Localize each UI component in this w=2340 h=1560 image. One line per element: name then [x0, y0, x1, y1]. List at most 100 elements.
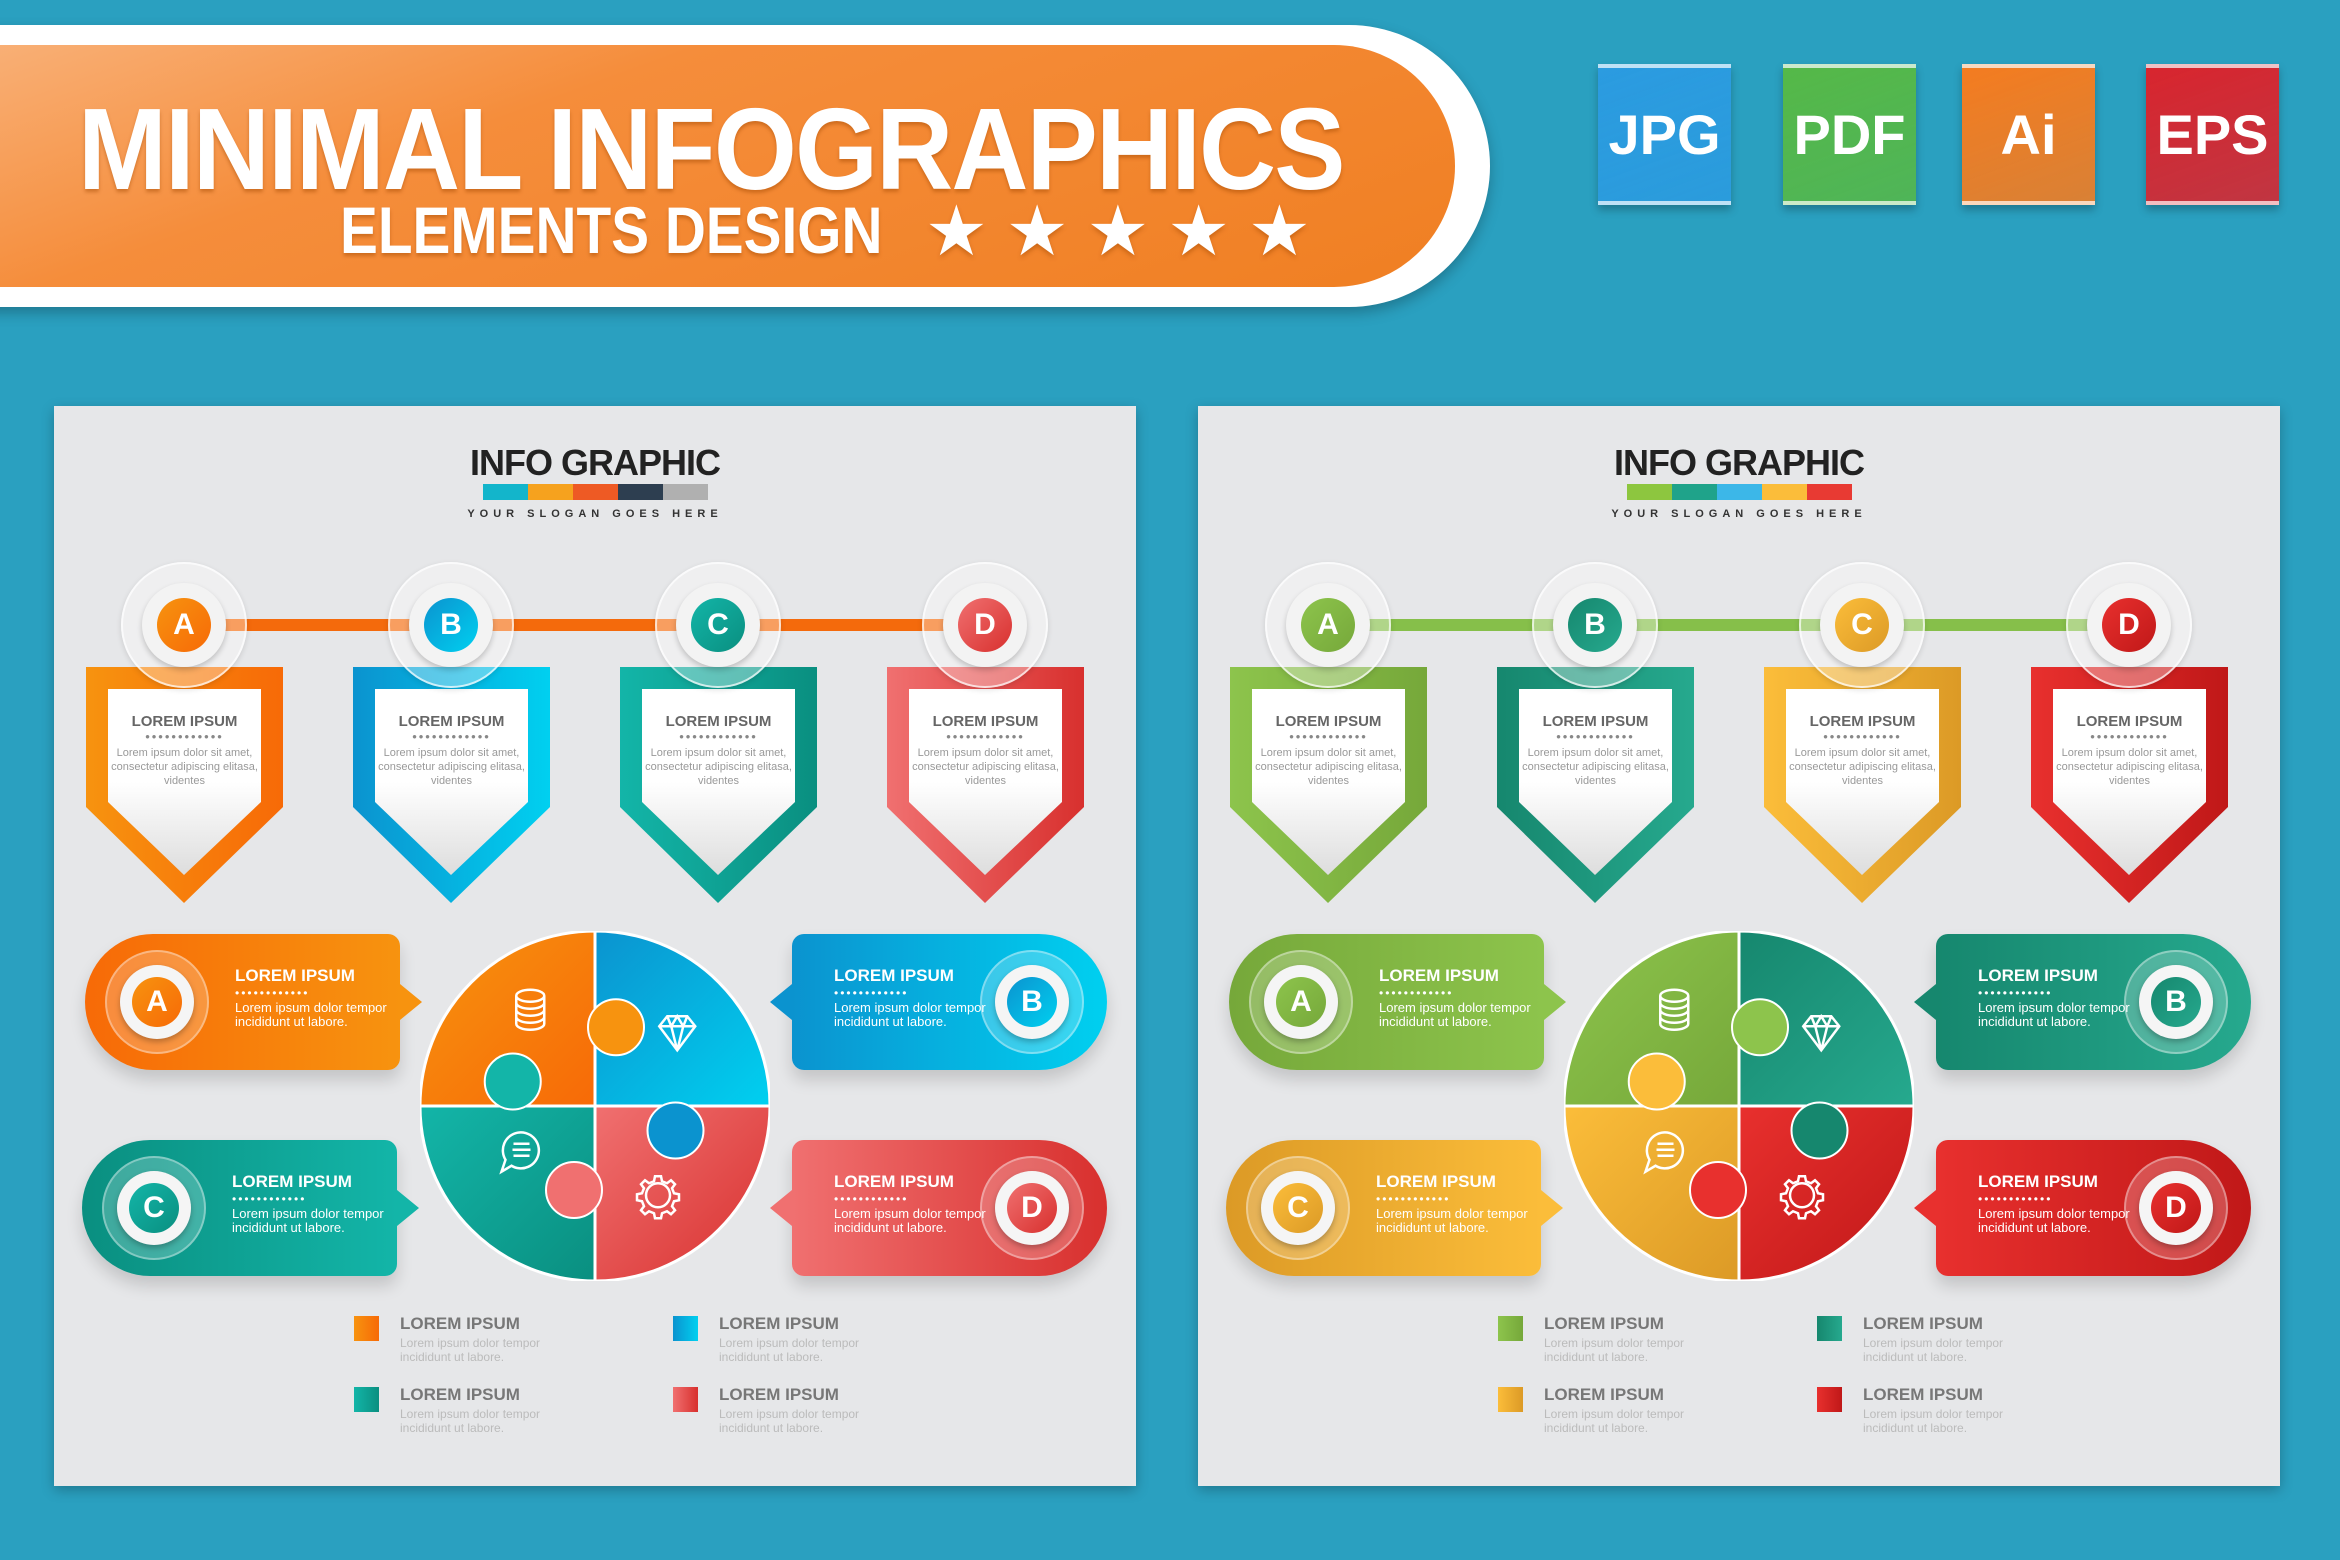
callout-letter: D — [2151, 1183, 2201, 1233]
callout-title: LOREM IPSUM — [834, 1172, 954, 1191]
legend-title: LOREM IPSUM — [1544, 1385, 1664, 1404]
puzzle-piece-a — [1564, 931, 1741, 1108]
card-body: Lorem ipsum dolor sit amet, consectetur … — [1789, 747, 1936, 787]
card-title: LOREM IPSUM — [1809, 713, 1916, 730]
gear-icon — [635, 1175, 681, 1220]
pentagon-card-shape — [620, 667, 817, 903]
legend-title: LOREM IPSUM — [400, 1385, 520, 1404]
dot-divider: •••••••••••• — [834, 986, 909, 1000]
step-node-d: D — [922, 562, 1048, 688]
step-card-b: LOREM IPSUM •••••••••••• Lorem ipsum dol… — [353, 667, 550, 903]
callout-d: D LOREM IPSUM •••••••••••• Lorem ipsum d… — [1914, 1140, 2251, 1276]
format-badge-pdf: PDF — [1783, 64, 1916, 205]
timeline-line — [184, 619, 985, 631]
callout-body: Lorem ipsum dolor tempor incididunt ut l… — [1379, 1000, 1531, 1029]
callout-body: Lorem ipsum dolor tempor incididunt ut l… — [1376, 1206, 1528, 1235]
callout-letter: A — [132, 977, 182, 1027]
card-body: Lorem ipsum dolor sit amet, consectetur … — [1255, 747, 1402, 787]
step-card-b: LOREM IPSUM •••••••••••• Lorem ipsum dol… — [1497, 667, 1694, 903]
card-body: Lorem ipsum dolor sit amet, consectetur … — [1522, 747, 1669, 787]
puzzle-knob — [1731, 998, 1789, 1057]
callout-a: A LOREM IPSUM •••••••••••• Lorem ipsum d… — [85, 934, 422, 1070]
gear-icon — [1779, 1175, 1825, 1220]
legend-title: LOREM IPSUM — [1863, 1314, 1983, 1333]
callout-badge: B — [980, 950, 1084, 1054]
dot-divider: •••••••••••• — [235, 986, 310, 1000]
card-title: LOREM IPSUM — [665, 713, 772, 730]
step-card-c: LOREM IPSUM •••••••••••• Lorem ipsum dol… — [1764, 667, 1961, 903]
dot-divider: •••••••••••• — [1379, 986, 1454, 1000]
pentagon-card-shape — [353, 667, 550, 903]
step-letter: A — [157, 598, 211, 652]
puzzle-knob — [587, 998, 645, 1057]
legend-body: Lorem ipsum dolor tempor incididunt ut l… — [1544, 1407, 1685, 1435]
dot-divider: •••••••••••• — [1823, 729, 1902, 744]
title-color-bar — [483, 484, 708, 500]
callout-body: Lorem ipsum dolor tempor incididunt ut l… — [834, 1000, 986, 1029]
step-node-b: B — [1532, 562, 1658, 688]
chat-icon — [1643, 1131, 1685, 1175]
step-node-b: B — [388, 562, 514, 688]
pentagon-card-shape — [2031, 667, 2228, 903]
callout-pointer — [770, 984, 792, 1020]
card-body: Lorem ipsum dolor sit amet, consectetur … — [2056, 747, 2203, 787]
callout-pointer — [770, 1190, 792, 1226]
slogan: YOUR SLOGAN GOES HERE — [1611, 508, 1867, 520]
format-badge-eps: EPS — [2146, 64, 2279, 205]
puzzle-knob — [545, 1161, 603, 1219]
coins-icon — [515, 988, 546, 1031]
callout-badge: A — [105, 950, 209, 1054]
color-swatch — [1762, 484, 1807, 500]
puzzle-piece-b — [1737, 931, 1914, 1108]
callout-title: LOREM IPSUM — [1978, 1172, 2098, 1191]
legend-swatch — [354, 1387, 379, 1412]
puzzle-knob — [1790, 1101, 1849, 1160]
step-letter: C — [1835, 598, 1889, 652]
legend-swatch — [1498, 1316, 1523, 1341]
dot-divider: •••••••••••• — [145, 729, 224, 744]
callout-body: Lorem ipsum dolor tempor incididunt ut l… — [232, 1206, 384, 1235]
step-letter: B — [424, 598, 478, 652]
timeline-line — [1328, 619, 2129, 631]
step-node-c: C — [655, 562, 781, 688]
slogan: YOUR SLOGAN GOES HERE — [467, 508, 723, 520]
color-swatch — [573, 484, 618, 500]
callout-a: A LOREM IPSUM •••••••••••• Lorem ipsum d… — [1229, 934, 1566, 1070]
dot-divider: •••••••••••• — [1556, 729, 1635, 744]
format-badge-ai: Ai — [1962, 64, 2095, 205]
card-title: LOREM IPSUM — [1275, 713, 1382, 730]
color-swatch — [1672, 484, 1717, 500]
dot-divider: •••••••••••• — [1978, 986, 2053, 1000]
callout-letter: B — [1007, 977, 1057, 1027]
dot-divider: •••••••••••• — [1978, 1192, 2053, 1206]
pentagon-card-shape — [1230, 667, 1427, 903]
card-body: Lorem ipsum dolor sit amet, consectetur … — [111, 747, 258, 787]
step-card-d: LOREM IPSUM •••••••••••• Lorem ipsum dol… — [2031, 667, 2228, 903]
card-title: LOREM IPSUM — [398, 713, 505, 730]
coins-icon — [1659, 988, 1690, 1031]
puzzle-circle — [420, 931, 770, 1281]
dot-divider: •••••••••••• — [1289, 729, 1368, 744]
callout-body: Lorem ipsum dolor tempor incididunt ut l… — [1978, 1000, 2130, 1029]
callout-title: LOREM IPSUM — [834, 966, 954, 985]
dot-divider: •••••••••••• — [2090, 729, 2169, 744]
callout-badge: D — [980, 1156, 1084, 1260]
legend-title: LOREM IPSUM — [1544, 1314, 1664, 1333]
puzzle-knob — [1627, 1052, 1686, 1111]
callout-pointer — [400, 984, 422, 1020]
callout-letter: B — [2151, 977, 2201, 1027]
puzzle-knob — [1689, 1161, 1747, 1219]
card-title: LOREM IPSUM — [131, 713, 238, 730]
pentagon-card-shape — [887, 667, 1084, 903]
puzzle-knob — [483, 1052, 542, 1111]
step-card-d: LOREM IPSUM •••••••••••• Lorem ipsum dol… — [887, 667, 1084, 903]
legend-body: Lorem ipsum dolor tempor incididunt ut l… — [719, 1407, 860, 1435]
dot-divider: •••••••••••• — [834, 1192, 909, 1206]
callout-c: C LOREM IPSUM •••••••••••• Lorem ipsum d… — [82, 1140, 419, 1276]
chat-icon — [499, 1131, 541, 1175]
puzzle-piece-c — [420, 1104, 597, 1281]
callout-badge: C — [1246, 1156, 1350, 1260]
callout-title: LOREM IPSUM — [235, 966, 355, 985]
callout-letter: A — [1276, 977, 1326, 1027]
callout-body: Lorem ipsum dolor tempor incididunt ut l… — [834, 1206, 986, 1235]
